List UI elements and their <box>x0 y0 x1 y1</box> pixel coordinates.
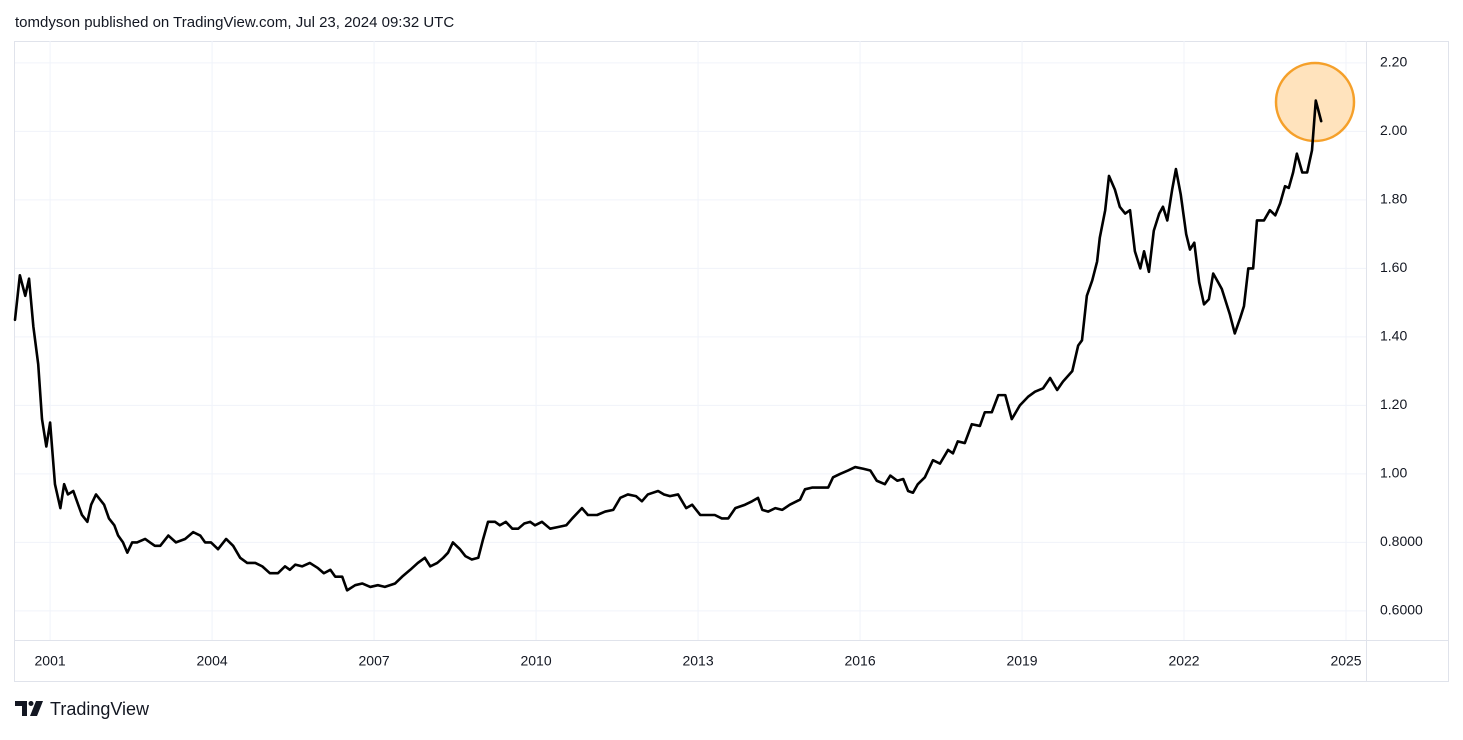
x-tick-label: 2004 <box>197 653 228 669</box>
y-tick-label: 2.00 <box>1380 122 1407 138</box>
brand-name: TradingView <box>50 699 150 719</box>
y-tick-label: 1.00 <box>1380 465 1407 481</box>
logo-mark <box>15 701 27 716</box>
x-tick-label: 2016 <box>844 653 875 669</box>
x-tick-label: 2001 <box>35 653 66 669</box>
publisher-line: tomdyson published on TradingView.com, J… <box>15 14 454 31</box>
logo <box>15 701 43 716</box>
x-tick-label: 2010 <box>520 653 551 669</box>
x-tick-label: 2019 <box>1006 653 1037 669</box>
logo-dot <box>28 701 34 706</box>
plot <box>13 99 1323 592</box>
x-tick-label: 2007 <box>359 653 390 669</box>
y-tick-label: 1.80 <box>1380 191 1407 207</box>
grid <box>15 41 1366 640</box>
y-tick-label: 0.8000 <box>1380 533 1423 549</box>
axes: 2.20 2.00 1.80 1.60 1.40 1.20 1.00 0.8000 0.6000… <box>35 54 1424 669</box>
y-tick-label: 1.20 <box>1380 396 1407 412</box>
logo-mark <box>30 701 43 716</box>
price-line <box>13 99 1323 592</box>
y-tick-label: 0.6000 <box>1380 602 1423 618</box>
x-tick-label: 2013 <box>682 653 713 669</box>
y-tick-label: 1.60 <box>1380 259 1407 275</box>
x-tick-label: 2022 <box>1168 653 1199 669</box>
y-tick-label: 2.20 <box>1380 54 1407 70</box>
x-tick-label: 2025 <box>1330 653 1361 669</box>
y-tick-label: 1.40 <box>1380 328 1407 344</box>
chart-frame <box>14 41 1449 682</box>
